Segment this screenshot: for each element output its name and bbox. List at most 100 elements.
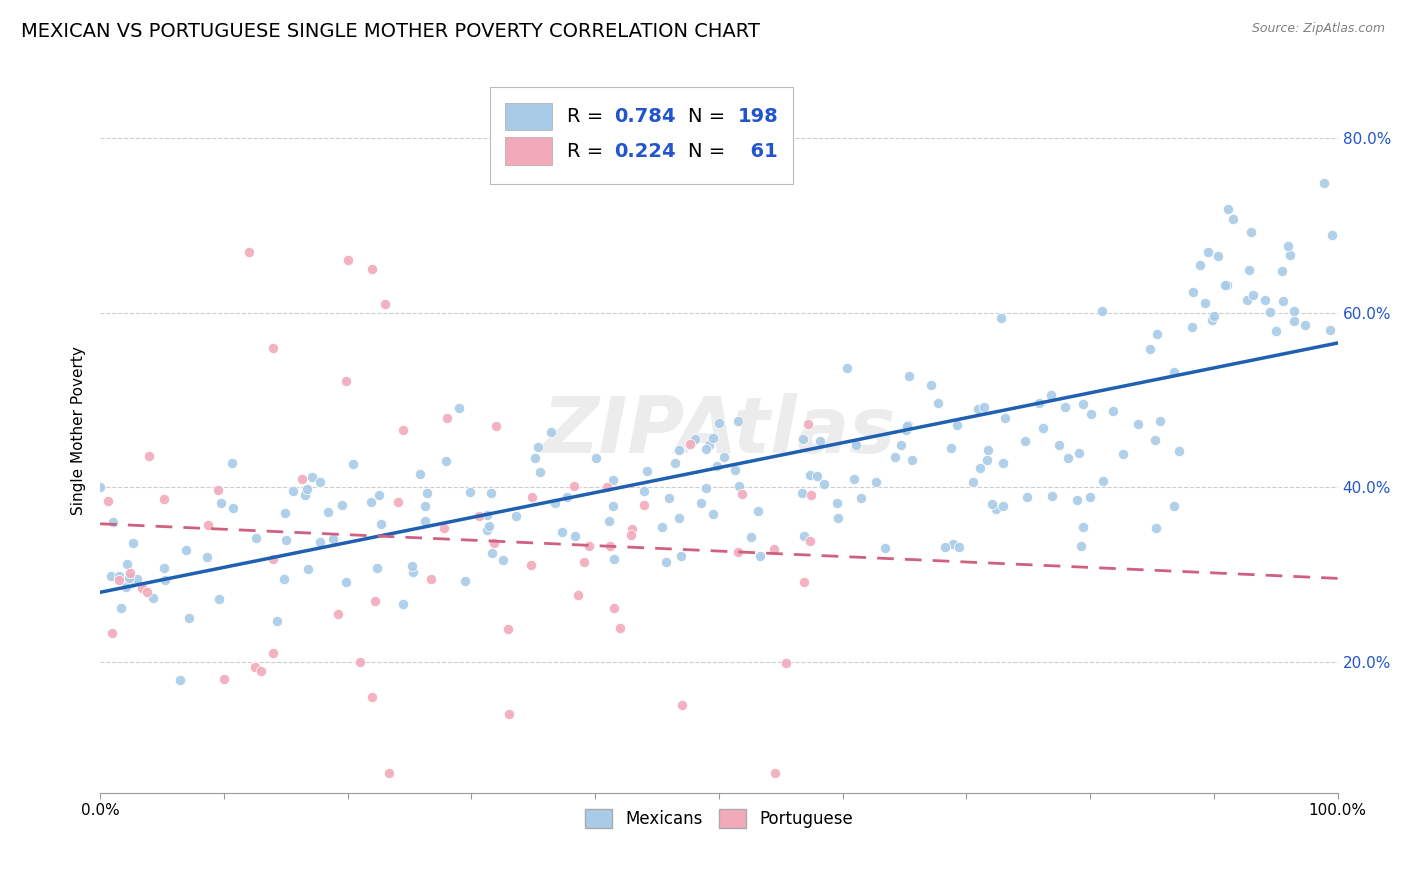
Point bbox=[1070, 539, 1092, 553]
Point bbox=[374, 297, 396, 311]
Point bbox=[179, 611, 201, 625]
Point bbox=[366, 560, 388, 574]
Point bbox=[401, 566, 423, 580]
Point bbox=[1091, 304, 1114, 318]
Point bbox=[1128, 417, 1150, 431]
Point bbox=[492, 552, 515, 566]
Point bbox=[335, 575, 357, 590]
Point bbox=[1216, 202, 1239, 216]
Point bbox=[1236, 293, 1258, 307]
Point bbox=[274, 506, 297, 520]
Point bbox=[897, 369, 920, 384]
Point bbox=[1278, 248, 1301, 262]
Point bbox=[245, 531, 267, 545]
Point bbox=[797, 417, 820, 432]
Point bbox=[118, 566, 141, 581]
Point bbox=[207, 483, 229, 497]
Point bbox=[562, 479, 585, 493]
Point bbox=[994, 410, 1017, 425]
Text: R =: R = bbox=[567, 107, 609, 126]
Point bbox=[108, 574, 131, 588]
Point bbox=[477, 523, 499, 537]
Point bbox=[1149, 414, 1171, 428]
Point bbox=[283, 483, 305, 498]
Point bbox=[1078, 491, 1101, 505]
Point bbox=[266, 614, 288, 628]
Point bbox=[540, 425, 562, 440]
Point bbox=[1271, 293, 1294, 308]
Point bbox=[243, 659, 266, 673]
Point bbox=[1047, 438, 1070, 452]
Point bbox=[114, 580, 136, 594]
Point bbox=[792, 432, 814, 446]
Point bbox=[392, 424, 415, 438]
Point bbox=[578, 539, 600, 553]
Point bbox=[668, 443, 690, 458]
Point bbox=[967, 401, 990, 416]
Point bbox=[297, 482, 319, 496]
Point bbox=[599, 539, 621, 553]
Text: 0.784: 0.784 bbox=[613, 107, 675, 126]
Point bbox=[115, 557, 138, 571]
Point bbox=[1271, 264, 1294, 278]
Point bbox=[274, 533, 297, 548]
Point bbox=[1194, 296, 1216, 310]
Point bbox=[322, 532, 344, 546]
Point bbox=[221, 456, 243, 470]
Point bbox=[1181, 319, 1204, 334]
Point bbox=[763, 766, 786, 780]
Point bbox=[695, 481, 717, 495]
Point bbox=[702, 431, 724, 445]
Point bbox=[946, 418, 969, 433]
FancyBboxPatch shape bbox=[489, 87, 793, 185]
Point bbox=[262, 552, 284, 566]
Point bbox=[633, 498, 655, 512]
Point bbox=[713, 450, 735, 464]
Point bbox=[1197, 244, 1219, 259]
Point bbox=[1101, 403, 1123, 417]
Point bbox=[993, 499, 1015, 513]
Point bbox=[564, 529, 586, 543]
Point bbox=[637, 464, 659, 478]
Point bbox=[467, 508, 489, 523]
Point bbox=[309, 535, 332, 549]
Point bbox=[212, 672, 235, 686]
Point bbox=[524, 450, 547, 465]
Point bbox=[1144, 521, 1167, 535]
Point bbox=[668, 511, 690, 525]
Point bbox=[363, 594, 385, 608]
Point bbox=[1182, 285, 1205, 299]
Text: Source: ZipAtlas.com: Source: ZipAtlas.com bbox=[1251, 22, 1385, 36]
Point bbox=[482, 535, 505, 549]
Point bbox=[529, 466, 551, 480]
Point bbox=[409, 467, 432, 481]
Point bbox=[948, 540, 970, 554]
Point bbox=[602, 473, 624, 487]
Point bbox=[316, 505, 339, 519]
Point bbox=[749, 549, 772, 563]
Point bbox=[326, 607, 349, 621]
Point bbox=[1258, 305, 1281, 319]
Point bbox=[620, 522, 643, 536]
Point bbox=[740, 530, 762, 544]
Point bbox=[920, 378, 942, 392]
Point bbox=[658, 491, 681, 505]
Point bbox=[195, 549, 218, 564]
Point bbox=[683, 432, 706, 446]
Point bbox=[131, 581, 153, 595]
Point bbox=[458, 485, 481, 500]
Point bbox=[837, 360, 859, 375]
Point bbox=[1213, 278, 1236, 293]
Point bbox=[308, 475, 330, 490]
Point bbox=[865, 475, 887, 490]
Point bbox=[174, 543, 197, 558]
Point bbox=[1239, 225, 1261, 239]
Point bbox=[142, 591, 165, 605]
Point bbox=[884, 450, 907, 465]
Point bbox=[827, 510, 849, 524]
Point bbox=[969, 460, 991, 475]
Point bbox=[481, 546, 503, 560]
Point bbox=[973, 401, 995, 415]
Point bbox=[806, 469, 828, 483]
Point bbox=[1080, 408, 1102, 422]
